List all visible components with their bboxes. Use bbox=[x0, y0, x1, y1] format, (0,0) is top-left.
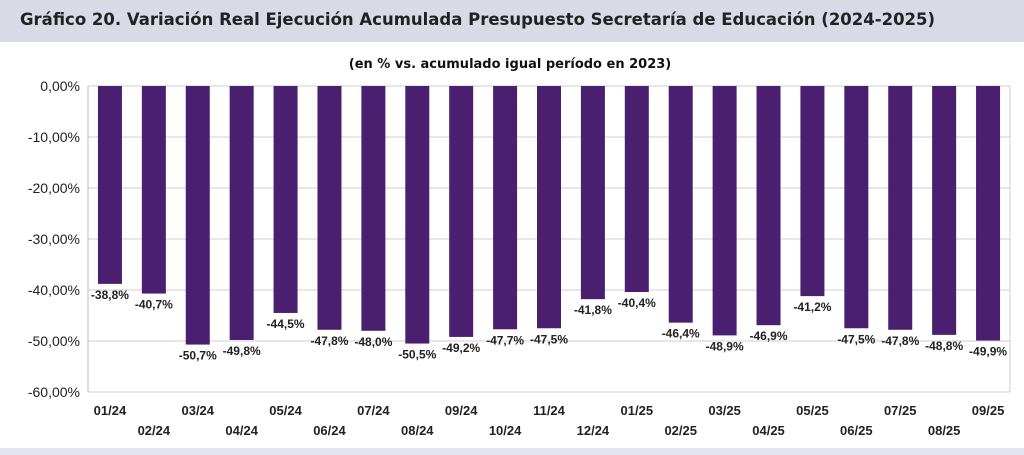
x-axis: 01/24 02/24 03/24 04/24 05/24 06/24 07/24 08/24… bbox=[94, 403, 1005, 438]
x-tick-label: 07/25 bbox=[884, 403, 917, 418]
bar bbox=[97, 86, 122, 284]
y-tick-label: 0,00% bbox=[40, 78, 80, 94]
x-tick-label: 03/24 bbox=[181, 403, 214, 418]
bottom-bar bbox=[0, 448, 1024, 455]
chart-title: Gráfico 20. Variación Real Ejecución Acu… bbox=[20, 10, 936, 29]
title-bar: Gráfico 20. Variación Real Ejecución Acu… bbox=[0, 0, 1024, 42]
x-tick-label: 12/24 bbox=[577, 423, 610, 438]
data-label: -47,8% bbox=[310, 334, 348, 348]
data-label: -47,5% bbox=[837, 332, 875, 346]
data-label: -40,7% bbox=[135, 298, 173, 312]
data-label: -48,9% bbox=[706, 339, 744, 353]
data-label: -48,8% bbox=[925, 339, 963, 353]
x-tick-label: 04/24 bbox=[225, 423, 258, 438]
bar bbox=[273, 86, 298, 313]
bar bbox=[229, 86, 254, 340]
data-label: -49,8% bbox=[223, 344, 261, 358]
x-tick-label: 02/24 bbox=[138, 423, 171, 438]
y-tick-label: -60,00% bbox=[28, 384, 80, 400]
x-tick-label: 03/25 bbox=[708, 403, 741, 418]
bar bbox=[405, 86, 430, 344]
data-label: -46,4% bbox=[662, 327, 700, 341]
y-axis: 0,00% -10,00% -20,00% -30,00% -40,00% -50,00%… bbox=[28, 78, 80, 400]
data-label: -47,5% bbox=[530, 332, 568, 346]
bar bbox=[361, 86, 386, 331]
bars bbox=[97, 86, 1001, 345]
y-tick-label: -10,00% bbox=[28, 129, 80, 145]
bar bbox=[756, 86, 781, 326]
bar bbox=[844, 86, 869, 329]
bar bbox=[317, 86, 342, 330]
x-tick-label: 07/24 bbox=[357, 403, 390, 418]
x-tick-label: 01/25 bbox=[621, 403, 654, 418]
data-label: -40,4% bbox=[618, 296, 656, 310]
data-label: -50,5% bbox=[398, 348, 436, 362]
data-label: -47,8% bbox=[881, 334, 919, 348]
x-tick-label: 05/24 bbox=[269, 403, 302, 418]
bar bbox=[185, 86, 210, 345]
bar bbox=[624, 86, 649, 293]
x-tick-label: 11/24 bbox=[533, 403, 566, 418]
data-label: -47,7% bbox=[486, 333, 524, 347]
bar bbox=[932, 86, 957, 335]
bar bbox=[141, 86, 166, 294]
x-tick-label: 06/25 bbox=[840, 423, 873, 438]
data-label: -50,7% bbox=[179, 349, 217, 363]
y-tick-label: -20,00% bbox=[28, 180, 80, 196]
bar bbox=[668, 86, 693, 323]
bar bbox=[580, 86, 605, 300]
bar bbox=[493, 86, 518, 330]
data-label: -44,5% bbox=[267, 317, 305, 331]
bar bbox=[888, 86, 913, 330]
bar bbox=[976, 86, 1001, 341]
bar bbox=[449, 86, 474, 337]
x-tick-label: 05/25 bbox=[796, 403, 829, 418]
x-tick-label: 08/24 bbox=[401, 423, 434, 438]
data-label: -48,0% bbox=[354, 335, 392, 349]
data-label: -41,8% bbox=[574, 303, 612, 317]
data-label: -41,2% bbox=[793, 300, 831, 314]
x-tick-label: 10/24 bbox=[489, 423, 522, 438]
y-tick-label: -40,00% bbox=[28, 282, 80, 298]
x-tick-label: 01/24 bbox=[94, 403, 127, 418]
data-label: -49,2% bbox=[442, 341, 480, 355]
y-tick-label: -50,00% bbox=[28, 333, 80, 349]
bar bbox=[800, 86, 825, 297]
data-label: -46,9% bbox=[750, 329, 788, 343]
data-labels: -38,8% -40,7% -50,7% -49,8% -44,5% -47,8% -48,… bbox=[91, 288, 1007, 363]
y-tick-label: -30,00% bbox=[28, 231, 80, 247]
data-label: -38,8% bbox=[91, 288, 129, 302]
x-tick-label: 08/25 bbox=[928, 423, 961, 438]
x-tick-label: 02/25 bbox=[664, 423, 697, 438]
bar bbox=[537, 86, 561, 329]
x-tick-label: 04/25 bbox=[752, 423, 785, 438]
bar bbox=[712, 86, 737, 336]
x-tick-label: 06/24 bbox=[313, 423, 346, 438]
x-tick-label: 09/24 bbox=[445, 403, 478, 418]
data-label: -49,9% bbox=[969, 344, 1007, 358]
x-tick-label: 09/25 bbox=[972, 403, 1005, 418]
chart-subtitle: (en % vs. acumulado igual período en 202… bbox=[349, 57, 671, 72]
